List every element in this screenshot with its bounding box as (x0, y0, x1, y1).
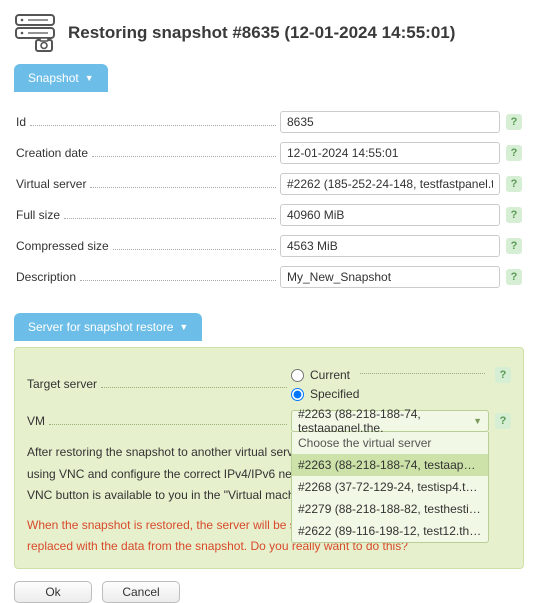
dots (30, 125, 276, 126)
vm-option[interactable]: #2279 (88-218-188-82, testhestia.theweb.… (292, 498, 488, 520)
label-creation-date: Creation date (16, 146, 88, 160)
tab-label: Snapshot (28, 71, 79, 85)
input-compressed-size[interactable] (280, 235, 500, 257)
row-virtual-server: Virtual server ? (16, 173, 522, 195)
vm-option[interactable]: #2268 (37-72-129-24, testisp4.theweb.pla… (292, 476, 488, 498)
row-compressed-size: Compressed size ? (16, 235, 522, 257)
snapshot-form: Id ? Creation date ? Virtual server ? Fu… (14, 98, 524, 303)
snapshot-server-icon (14, 12, 56, 54)
help-icon[interactable]: ? (506, 145, 522, 161)
vm-select-wrap: #2263 (88-218-188-74, testaapanel.the. ▼… (291, 410, 489, 432)
row-target-server: Target server Current ? Specified (27, 367, 511, 401)
tab-label: Server for snapshot restore (28, 320, 173, 334)
radio-specified-input[interactable] (291, 388, 304, 401)
row-description: Description ? (16, 266, 522, 288)
dots (113, 249, 276, 250)
ok-button[interactable]: Ok (14, 581, 92, 603)
vm-option[interactable]: #2622 (89-116-198-12, test12.theweb.plac… (292, 520, 488, 542)
cancel-button[interactable]: Cancel (102, 581, 180, 603)
help-icon[interactable]: ? (495, 413, 511, 429)
dots (92, 156, 276, 157)
vm-option[interactable]: #2263 (88-218-188-74, testaapanel.theweb… (292, 454, 488, 476)
chevron-down-icon: ▼ (85, 73, 94, 83)
dots (64, 218, 276, 219)
label-target-server: Target server (27, 377, 97, 391)
restore-panel: Target server Current ? Specified VM (14, 347, 524, 569)
input-full-size[interactable] (280, 204, 500, 226)
tab-bar-snapshot: Snapshot ▼ (14, 64, 524, 92)
tab-snapshot[interactable]: Snapshot ▼ (14, 64, 108, 92)
dots (101, 387, 287, 388)
help-icon[interactable]: ? (506, 176, 522, 192)
input-description[interactable] (280, 266, 500, 288)
vm-select[interactable]: #2263 (88-218-188-74, testaapanel.the. ▼ (291, 410, 489, 432)
vm-dropdown: Choose the virtual server #2263 (88-218-… (291, 432, 489, 543)
help-icon[interactable]: ? (506, 207, 522, 223)
page-header: Restoring snapshot #8635 (12-01-2024 14:… (14, 12, 524, 54)
radio-current-label: Current (310, 368, 350, 382)
vm-selected-value: #2263 (88-218-188-74, testaapanel.the. (298, 407, 468, 435)
radio-current-input[interactable] (291, 369, 304, 382)
tab-server-restore[interactable]: Server for snapshot restore ▼ (14, 313, 202, 341)
radio-specified[interactable]: Specified (291, 387, 511, 401)
button-row: Ok Cancel (14, 581, 524, 603)
input-creation-date[interactable] (280, 142, 500, 164)
label-id: Id (16, 115, 26, 129)
radio-specified-label: Specified (310, 387, 359, 401)
row-id: Id ? (16, 111, 522, 133)
dropdown-header: Choose the virtual server (292, 432, 488, 454)
row-vm: VM #2263 (88-218-188-74, testaapanel.the… (27, 410, 511, 432)
row-full-size: Full size ? (16, 204, 522, 226)
dots (49, 424, 287, 425)
label-compressed-size: Compressed size (16, 239, 109, 253)
label-virtual-server: Virtual server (16, 177, 86, 191)
label-description: Description (16, 270, 76, 284)
chevron-down-icon: ▼ (179, 322, 188, 332)
help-icon[interactable]: ? (506, 238, 522, 254)
radio-current[interactable]: Current ? (291, 367, 511, 383)
label-vm: VM (27, 414, 45, 428)
page-title: Restoring snapshot #8635 (12-01-2024 14:… (68, 23, 455, 43)
input-virtual-server[interactable] (280, 173, 500, 195)
tab-bar-server: Server for snapshot restore ▼ (14, 313, 524, 341)
dots (360, 373, 485, 374)
help-icon[interactable]: ? (495, 367, 511, 383)
help-icon[interactable]: ? (506, 269, 522, 285)
help-icon[interactable]: ? (506, 114, 522, 130)
row-creation-date: Creation date ? (16, 142, 522, 164)
dots (80, 280, 276, 281)
label-full-size: Full size (16, 208, 60, 222)
input-id[interactable] (280, 111, 500, 133)
dots (90, 187, 276, 188)
chevron-down-icon: ▼ (473, 416, 482, 426)
